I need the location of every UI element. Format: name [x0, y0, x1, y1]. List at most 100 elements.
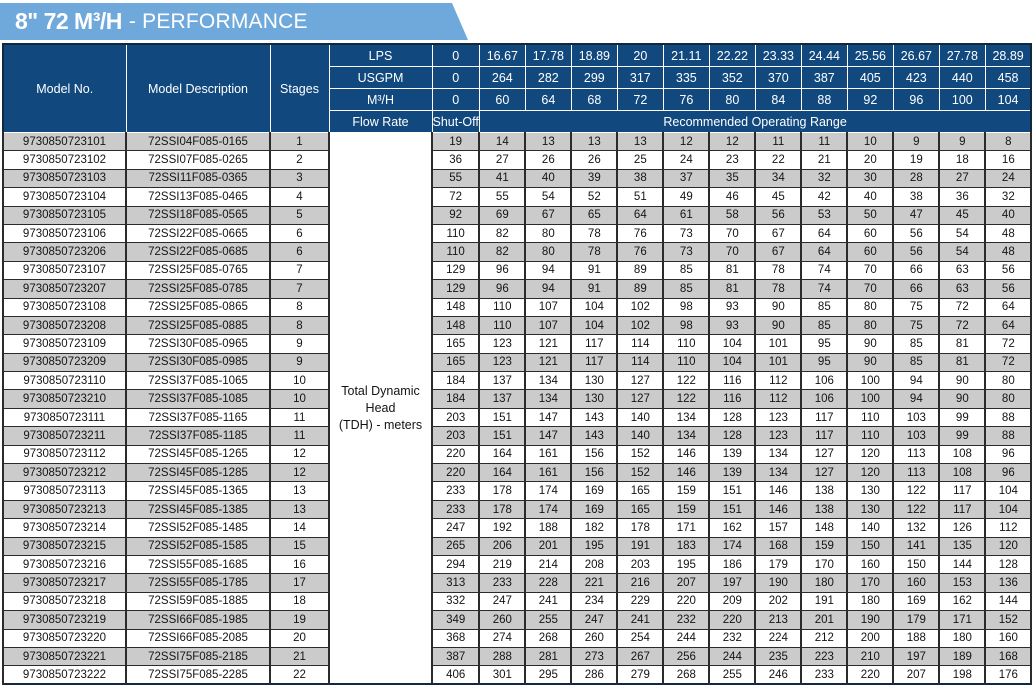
description-cell: 72SSI75F085-2285 — [125, 665, 271, 685]
value-cell: 27 — [938, 168, 987, 189]
value-cell: 188 — [524, 518, 573, 538]
value-cell: 182 — [570, 518, 619, 538]
flow-header-value: 104 — [984, 88, 1032, 111]
value-cell: 169 — [892, 591, 941, 612]
value-cell: 99 — [938, 407, 987, 428]
value-cell: 112 — [984, 518, 1033, 538]
model-cell: 9730850723218 — [2, 591, 127, 612]
flow-header-value: 458 — [984, 66, 1032, 89]
flow-header-value: 64 — [524, 88, 572, 111]
value-cell: 128 — [708, 426, 757, 446]
value-cell: 93 — [708, 315, 757, 336]
table-row: 9730850723215 72SSI52F085-1585 15 265 206 201… — [2, 536, 1033, 556]
value-cell: 202 — [754, 591, 803, 612]
value-cell: 268 — [662, 665, 711, 685]
unit-label-usgpm: USGPM — [328, 66, 433, 89]
value-cell: 95 — [800, 334, 849, 354]
table-row: 9730850723105 72SSI18F085-0565 5 92 69 67 65 64… — [2, 205, 1033, 225]
value-cell: 137 — [478, 389, 527, 409]
value-cell: 179 — [754, 554, 803, 575]
value-cell: 90 — [754, 315, 803, 336]
value-cell: 195 — [570, 536, 619, 556]
value-cell: 228 — [524, 573, 573, 593]
value-cell: 36 — [430, 150, 481, 170]
value-cell: 80 — [846, 297, 895, 317]
value-cell: 148 — [800, 518, 849, 538]
value-cell: 91 — [570, 260, 619, 281]
header-row-m3h: M³/H 0 60 64 68 72 76 80 84 88 92 96 100 104 — [3, 88, 1032, 111]
stages-cell: 6 — [269, 242, 330, 262]
value-cell: 189 — [938, 646, 987, 667]
header-row-usgpm: USGPM 0 264 282 299 317 335 352 370 387 405 423 440… — [3, 66, 1032, 89]
model-cell: 9730850723108 — [2, 297, 127, 317]
value-cell: 117 — [570, 352, 619, 373]
value-cell: 61 — [662, 205, 711, 225]
value-cell: 214 — [524, 554, 573, 575]
value-cell: 85 — [800, 315, 849, 336]
value-cell: 233 — [430, 499, 481, 520]
value-cell: 20 — [846, 150, 895, 170]
flow-header-value: 92 — [846, 88, 894, 111]
model-cell: 9730850723221 — [2, 646, 127, 667]
table-row: 9730850723208 72SSI25F085-0885 8 148 110 107 1… — [2, 315, 1033, 336]
value-cell: 206 — [478, 536, 527, 556]
value-cell: 26 — [570, 150, 619, 170]
description-cell: 72SSI18F085-0565 — [125, 205, 271, 225]
value-cell: 156 — [570, 463, 619, 483]
value-cell: 232 — [662, 610, 711, 630]
table-row: 9730850723216 72SSI55F085-1685 16 294 219 214… — [2, 554, 1033, 575]
value-cell: 313 — [430, 573, 481, 593]
value-cell: 123 — [478, 334, 527, 354]
value-cell: 122 — [662, 371, 711, 391]
value-cell: 164 — [478, 463, 527, 483]
value-cell: 67 — [754, 223, 803, 244]
value-cell: 24 — [662, 150, 711, 170]
value-cell: 70 — [708, 242, 757, 262]
stages-cell: 8 — [269, 315, 330, 336]
value-cell: 208 — [570, 554, 619, 575]
value-cell: 176 — [984, 665, 1033, 685]
table-row: 9730850723111 72SSI37F085-1165 11 203 151 147… — [2, 407, 1033, 428]
stages-cell: 17 — [269, 573, 330, 593]
value-cell: 89 — [616, 279, 665, 299]
flow-header-value: 96 — [892, 88, 940, 111]
description-cell: 72SSI37F085-1085 — [125, 389, 271, 409]
value-cell: 134 — [662, 426, 711, 446]
value-cell: 85 — [662, 279, 711, 299]
value-cell: 117 — [800, 407, 849, 428]
value-cell: 60 — [846, 242, 895, 262]
value-cell: 63 — [938, 279, 987, 299]
value-cell: 233 — [478, 573, 527, 593]
value-cell: 76 — [616, 242, 665, 262]
value-cell: 11 — [800, 131, 849, 152]
value-cell: 104 — [570, 297, 619, 317]
model-cell: 9730850723109 — [2, 334, 127, 354]
stages-cell: 21 — [269, 646, 330, 667]
value-cell: 112 — [754, 389, 803, 409]
value-cell: 203 — [616, 554, 665, 575]
description-cell: 72SSI55F085-1785 — [125, 573, 271, 593]
value-cell: 110 — [478, 297, 527, 317]
value-cell: 116 — [708, 371, 757, 391]
value-cell: 332 — [430, 591, 481, 612]
value-cell: 12 — [662, 131, 711, 152]
model-cell: 9730850723103 — [2, 168, 127, 189]
value-cell: 191 — [800, 591, 849, 612]
value-cell: 13 — [524, 131, 573, 152]
value-cell: 191 — [616, 536, 665, 556]
value-cell: 127 — [800, 444, 849, 465]
table-row: 9730850723107 72SSI25F085-0765 7 129 96 94 91 8… — [2, 260, 1033, 281]
value-cell: 146 — [662, 463, 711, 483]
page-title-suffix: - PERFORMANCE — [128, 9, 308, 33]
value-cell: 286 — [570, 665, 619, 685]
value-cell: 32 — [984, 187, 1033, 207]
value-cell: 122 — [662, 389, 711, 409]
value-cell: 168 — [754, 536, 803, 556]
value-cell: 75 — [892, 315, 941, 336]
value-cell: 201 — [800, 610, 849, 630]
value-cell: 168 — [984, 646, 1033, 667]
value-cell: 207 — [892, 665, 941, 685]
value-cell: 110 — [846, 407, 895, 428]
stages-cell: 7 — [269, 260, 330, 281]
description-cell: 72SSI66F085-2085 — [125, 628, 271, 648]
